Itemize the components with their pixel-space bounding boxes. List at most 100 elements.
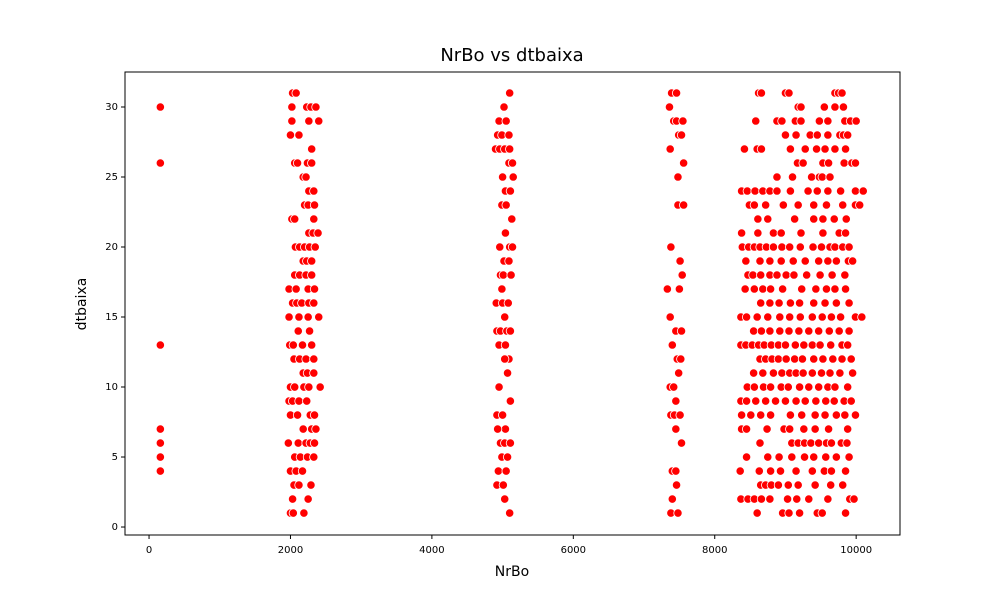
point (758, 284, 768, 294)
point (839, 158, 849, 168)
point (791, 130, 801, 140)
point (155, 452, 165, 462)
point (826, 340, 836, 350)
point (846, 354, 856, 364)
point (782, 494, 793, 504)
x-tick-label: 6000 (561, 545, 586, 556)
point (751, 116, 761, 126)
point (498, 480, 508, 490)
point (843, 340, 853, 350)
point (814, 326, 824, 336)
point (505, 88, 515, 98)
point (664, 102, 675, 112)
point (309, 214, 319, 224)
point (503, 298, 513, 308)
point (814, 256, 824, 266)
point (783, 382, 793, 392)
point (502, 452, 513, 462)
point (785, 424, 795, 434)
point (304, 116, 314, 126)
point (749, 326, 759, 336)
point (753, 228, 763, 238)
x-tick-label: 4000 (419, 545, 444, 556)
point (676, 438, 687, 448)
point (749, 382, 759, 392)
point (501, 200, 511, 210)
point (768, 228, 779, 238)
point (843, 382, 853, 392)
point (837, 354, 847, 364)
point (784, 508, 794, 518)
point (755, 438, 765, 448)
point (314, 312, 324, 322)
point (772, 270, 782, 280)
point (834, 326, 844, 336)
point (831, 256, 841, 266)
point (831, 298, 841, 308)
point (291, 88, 301, 98)
point (809, 298, 819, 308)
point (507, 242, 518, 252)
point (800, 396, 810, 406)
point (500, 340, 511, 350)
point (309, 284, 320, 294)
point (798, 158, 808, 168)
point (850, 158, 861, 168)
point (823, 186, 833, 196)
point (831, 452, 841, 462)
point (676, 354, 686, 364)
point (750, 186, 760, 196)
point (505, 396, 515, 406)
point (837, 88, 847, 98)
point (810, 410, 820, 420)
point (667, 494, 677, 504)
point (823, 424, 834, 434)
point (823, 256, 833, 266)
point (846, 396, 856, 406)
point (301, 172, 311, 182)
point (665, 144, 675, 154)
y-axis-label: dtbaixa (74, 278, 90, 331)
point (504, 130, 514, 140)
point (823, 158, 834, 168)
point (752, 508, 762, 518)
point (669, 382, 679, 392)
point (840, 270, 850, 280)
point (505, 144, 515, 154)
point (291, 284, 301, 294)
point (739, 144, 750, 154)
point (307, 144, 317, 154)
x-tick-label: 8000 (702, 545, 727, 556)
point (679, 158, 689, 168)
point (840, 466, 851, 476)
point (302, 396, 312, 406)
point (756, 270, 766, 280)
point (843, 424, 853, 434)
point (817, 172, 827, 182)
point (749, 200, 759, 210)
point (761, 396, 771, 406)
point (823, 494, 833, 504)
point (500, 494, 510, 504)
point (763, 312, 773, 322)
x-tick-label: 0 (146, 545, 152, 556)
x-tick-label: 10000 (840, 545, 872, 556)
point (814, 116, 824, 126)
point (290, 382, 300, 392)
point (309, 452, 319, 462)
point (848, 368, 858, 378)
point (493, 424, 503, 434)
point (311, 102, 321, 112)
point (800, 256, 810, 266)
point (790, 340, 800, 350)
point (741, 312, 752, 322)
point (840, 228, 851, 238)
point (770, 396, 781, 406)
point (794, 508, 805, 518)
point (498, 172, 508, 182)
point (830, 102, 840, 112)
point (800, 144, 810, 154)
point (844, 452, 854, 462)
point (505, 326, 515, 336)
point (772, 186, 782, 196)
